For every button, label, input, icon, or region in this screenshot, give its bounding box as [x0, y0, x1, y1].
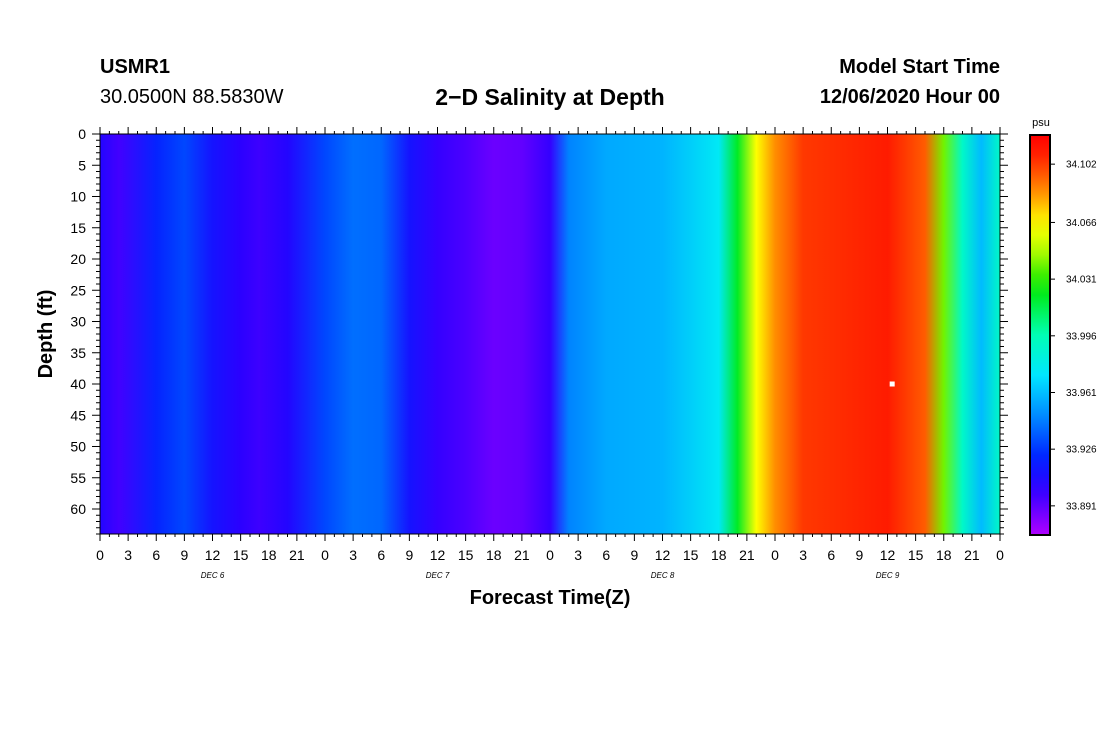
y-tick-label: 40 [70, 376, 86, 392]
x-tick-label: 6 [602, 547, 610, 563]
model-start-value: 12/06/2020 Hour 00 [819, 86, 1000, 108]
day-label: DEC 8 [651, 571, 675, 580]
y-tick-label: 10 [70, 189, 86, 205]
x-tick-label: 6 [827, 547, 835, 563]
x-tick-label: 0 [771, 547, 779, 563]
colorbar-unit: psu [1032, 117, 1050, 129]
y-tick-label: 55 [70, 470, 86, 486]
y-tick-label: 50 [70, 439, 86, 455]
colorbar-tick-label: 34.066 [1066, 218, 1097, 229]
x-tick-label: 0 [321, 547, 329, 563]
x-tick-label: 15 [908, 547, 924, 563]
x-tick-label: 18 [711, 547, 727, 563]
x-tick-label: 18 [936, 547, 952, 563]
x-tick-label: 15 [458, 547, 474, 563]
day-label: DEC 7 [426, 571, 450, 580]
y-axis-label: Depth (ft) [35, 290, 57, 379]
x-tick-label: 3 [574, 547, 582, 563]
y-tick-label: 30 [70, 314, 86, 330]
x-axis-label: Forecast Time(Z) [470, 587, 631, 609]
x-tick-label: 3 [124, 547, 132, 563]
y-axis: 0 5 10 15 20 25 30 35 40 45 50 55 60 [70, 126, 1008, 535]
x-tick-label: 0 [546, 547, 554, 563]
x-tick-label: 15 [683, 547, 699, 563]
x-tick-label: 18 [486, 547, 502, 563]
chart-title: 2−D Salinity at Depth [0, 84, 1100, 111]
model-start-label: Model Start Time [839, 56, 1000, 78]
colorbar-tick-label: 33.996 [1066, 331, 1097, 342]
colorbar-tick-label: 33.961 [1066, 388, 1097, 399]
x-tick-label: 21 [289, 547, 305, 563]
x-tick-label: 9 [180, 547, 188, 563]
x-tick-label: 21 [739, 547, 755, 563]
day-label: DEC 9 [876, 571, 900, 580]
station-coordinates: 30.0500N 88.5830W [100, 86, 284, 108]
colorbar-tick-label: 33.891 [1066, 501, 1097, 512]
y-tick-label: 35 [70, 345, 86, 361]
colorbar-tick-label: 34.102 [1066, 160, 1097, 171]
x-tick-label: 0 [96, 547, 104, 563]
x-tick-label: 21 [514, 547, 530, 563]
y-tick-label: 20 [70, 251, 86, 267]
x-tick-label: 6 [377, 547, 385, 563]
x-tick-label: 15 [233, 547, 249, 563]
heatmap-area [100, 134, 1000, 534]
x-tick-label: 21 [964, 547, 980, 563]
chart-title-text: 2−D Salinity at Depth [435, 84, 665, 110]
colorbar-gradient [1029, 134, 1051, 536]
x-tick-label: 3 [349, 547, 357, 563]
x-axis: 0 3 6 9 12 15 18 21 0 3 6 9 12 15 18 21 0 3 6 9 12 15 18 21 0 3 6 9… [96, 127, 1004, 580]
y-tick-label: 0 [78, 126, 86, 142]
y-tick-label: 60 [70, 501, 86, 517]
colorbar: 34.102 34.066 34.031 33.996 33.961 33.926 33.8… [1029, 134, 1097, 536]
x-tick-label: 12 [880, 547, 896, 563]
x-tick-label: 12 [205, 547, 221, 563]
x-tick-label: 12 [655, 547, 671, 563]
y-tick-label: 25 [70, 282, 86, 298]
x-tick-label: 9 [405, 547, 413, 563]
y-tick-label: 45 [70, 407, 86, 423]
colorbar-tick-label: 34.031 [1066, 275, 1097, 286]
day-label: DEC 6 [201, 571, 225, 580]
y-tick-label: 15 [70, 220, 86, 236]
y-tick-label: 5 [78, 157, 86, 173]
x-tick-label: 9 [630, 547, 638, 563]
x-tick-label: 12 [430, 547, 446, 563]
x-tick-label: 9 [855, 547, 863, 563]
x-tick-label: 6 [152, 547, 160, 563]
x-tick-label: 18 [261, 547, 277, 563]
x-tick-label: 3 [799, 547, 807, 563]
marker-point [889, 381, 895, 387]
x-tick-label: 0 [996, 547, 1004, 563]
colorbar-tick-label: 33.926 [1066, 445, 1097, 456]
station-id: USMR1 [100, 56, 171, 78]
heatmap-field [100, 134, 1000, 534]
